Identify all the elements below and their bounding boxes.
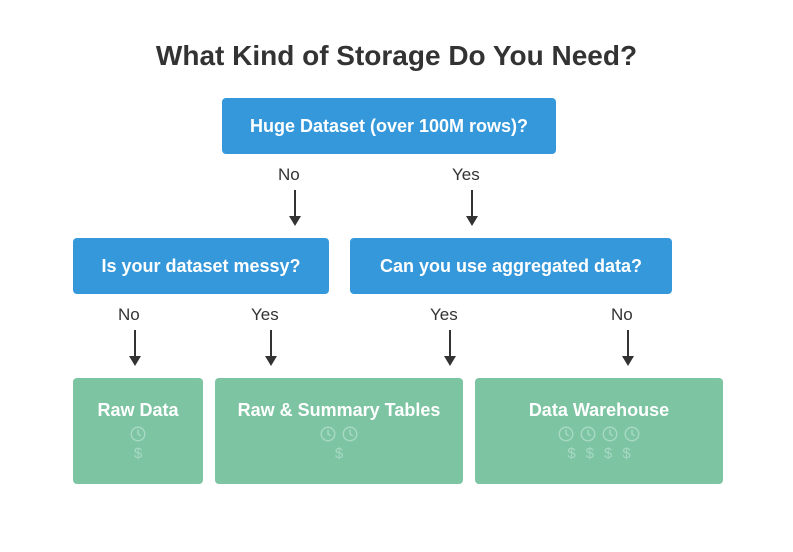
question-node-root: Huge Dataset (over 100M rows)?	[222, 98, 556, 154]
edge-label: Yes	[430, 305, 458, 325]
dollar-icon: $	[567, 445, 575, 462]
clock-icon	[557, 425, 575, 443]
arrow-down-icon	[465, 190, 479, 226]
arrow-down-icon	[621, 330, 635, 366]
result-node-r3: Data Warehouse $ $ $ $	[475, 378, 723, 484]
edge-label: No	[278, 165, 300, 185]
question-node-q_left: Is your dataset messy?	[73, 238, 329, 294]
dollar-icon: $	[604, 445, 612, 462]
node-label: Huge Dataset (over 100M rows)?	[250, 116, 528, 137]
arrow-down-icon	[264, 330, 278, 366]
clock-icon-row	[557, 425, 641, 443]
dollar-icon: $	[335, 445, 343, 462]
clock-icon-row	[319, 425, 359, 443]
arrow-down-icon	[443, 330, 457, 366]
clock-icon	[319, 425, 337, 443]
node-label: Raw Data	[97, 400, 178, 421]
dollar-icon-row: $	[335, 445, 343, 462]
clock-icon-row	[129, 425, 147, 443]
node-label: Data Warehouse	[529, 400, 669, 421]
clock-icon	[341, 425, 359, 443]
clock-icon	[623, 425, 641, 443]
clock-icon	[601, 425, 619, 443]
edge-label: Yes	[251, 305, 279, 325]
clock-icon	[579, 425, 597, 443]
arrow-down-icon	[288, 190, 302, 226]
dollar-icon-row: $ $ $ $	[567, 445, 630, 462]
edge-label: Yes	[452, 165, 480, 185]
arrow-down-icon	[128, 330, 142, 366]
node-label: Is your dataset messy?	[101, 256, 300, 277]
result-node-r2: Raw & Summary Tables $	[215, 378, 463, 484]
edge-label: No	[611, 305, 633, 325]
node-label: Can you use aggregated data?	[380, 256, 642, 277]
question-node-q_right: Can you use aggregated data?	[350, 238, 672, 294]
dollar-icon: $	[586, 445, 594, 462]
clock-icon	[129, 425, 147, 443]
node-label: Raw & Summary Tables	[238, 400, 441, 421]
dollar-icon: $	[622, 445, 630, 462]
edge-label: No	[118, 305, 140, 325]
dollar-icon-row: $	[134, 445, 142, 462]
dollar-icon: $	[134, 445, 142, 462]
result-node-r1: Raw Data $	[73, 378, 203, 484]
page-title: What Kind of Storage Do You Need?	[0, 40, 793, 72]
